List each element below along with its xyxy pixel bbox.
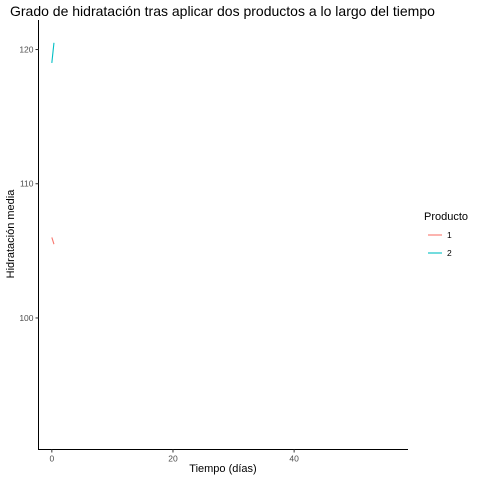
x-tick-label: 40 [289,454,299,464]
legend-items: 12 [428,230,452,258]
x-axis-title: Tiempo (días) [189,463,256,475]
legend-label-2: 2 [447,248,452,258]
chart-title: Grado de hidratación tras aplicar dos pr… [10,3,435,19]
y-tick-label: 120 [19,45,33,55]
plot-series [51,42,55,245]
x-tick-label: 0 [49,454,54,464]
legend-title: Producto [424,211,468,223]
legend: Producto 12 [424,211,468,258]
y-tick-label: 110 [20,179,34,189]
x-tick-label: 20 [168,454,178,464]
series-line-1 [51,237,55,245]
series-line-2 [51,42,55,64]
y-axis-title: Hidratación media [5,189,17,279]
legend-label-1: 1 [447,230,452,240]
y-tick-label: 100 [19,313,33,323]
axis-ticks: 100 110 120 0 20 40 [19,45,299,464]
axes [38,20,408,450]
